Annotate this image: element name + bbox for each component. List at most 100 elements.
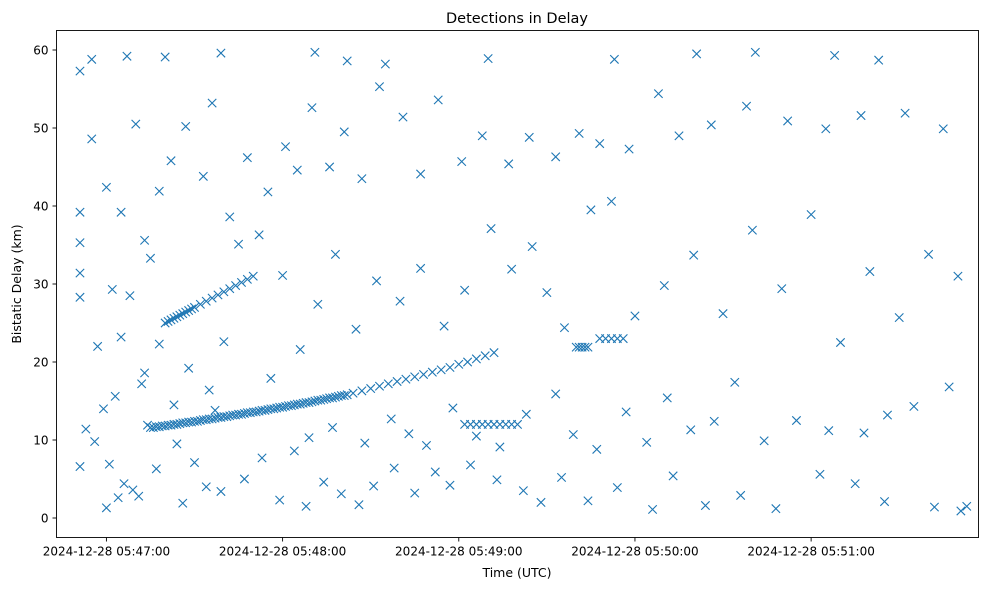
data-point	[342, 390, 352, 400]
data-point	[427, 367, 437, 377]
data-point	[830, 50, 840, 61]
data-point	[583, 496, 593, 506]
data-point	[518, 486, 528, 496]
data-point	[865, 266, 875, 277]
data-point	[653, 89, 664, 99]
data-point	[101, 503, 112, 513]
data-point	[137, 379, 147, 389]
y-tick-label: 50	[33, 122, 48, 136]
data-point	[201, 482, 211, 492]
data-point	[339, 390, 349, 401]
y-axis: 0 10 20 30 40 50 60	[33, 44, 57, 526]
data-point	[404, 429, 414, 439]
x-tick-label: 2024-12-28 05:49:00	[395, 545, 522, 559]
x-tick-label: 2024-12-28 05:51:00	[747, 545, 874, 559]
y-tick-label: 10	[33, 434, 48, 448]
data-point	[210, 405, 220, 415]
data-point	[216, 486, 226, 497]
data-point	[483, 53, 493, 64]
data-point	[116, 207, 126, 217]
data-point	[178, 309, 188, 319]
data-point	[172, 312, 182, 322]
data-point	[815, 469, 825, 479]
data-point	[181, 307, 191, 317]
data-point	[169, 313, 179, 323]
data-point	[75, 66, 85, 76]
data-point	[275, 495, 285, 505]
data-point	[718, 309, 728, 319]
data-point	[169, 400, 179, 410]
data-point	[495, 442, 505, 452]
data-point	[821, 124, 831, 134]
data-point	[398, 112, 408, 122]
data-point	[471, 354, 481, 364]
data-point	[192, 416, 203, 426]
data-point	[551, 389, 561, 399]
data-point	[477, 131, 487, 141]
data-point	[316, 395, 326, 405]
data-point	[462, 357, 473, 367]
data-point	[184, 363, 194, 373]
data-point	[236, 277, 247, 288]
data-point	[606, 196, 617, 206]
data-point	[116, 332, 126, 342]
data-point	[313, 299, 323, 309]
data-point	[750, 47, 760, 57]
y-tick-label: 60	[33, 44, 48, 58]
data-point	[75, 461, 85, 472]
data-point	[938, 124, 948, 134]
data-point	[142, 420, 153, 430]
data-point	[659, 280, 669, 291]
data-point	[239, 474, 250, 484]
data-point	[504, 159, 514, 169]
data-point	[524, 132, 534, 142]
data-point	[507, 264, 517, 274]
data-point	[410, 488, 420, 498]
data-point	[172, 419, 182, 429]
data-point	[962, 501, 972, 511]
data-point	[104, 459, 114, 469]
data-point	[266, 373, 276, 383]
data-point	[295, 399, 305, 409]
data-point	[454, 359, 464, 369]
data-point	[201, 296, 211, 306]
data-point	[395, 296, 405, 306]
data-point	[741, 101, 752, 111]
data-point	[621, 407, 631, 417]
data-point	[257, 453, 267, 463]
chart-title: Detections in Delay	[446, 11, 588, 27]
data-point	[301, 501, 311, 511]
data-point	[110, 391, 120, 401]
data-point	[304, 397, 314, 408]
data-point	[583, 342, 593, 352]
data-point	[154, 186, 164, 196]
data-point	[222, 412, 232, 422]
data-point	[783, 116, 793, 126]
data-point	[366, 383, 376, 394]
data-point	[145, 253, 156, 263]
data-point	[189, 302, 200, 312]
data-point	[489, 348, 499, 358]
data-point	[172, 439, 182, 449]
plot-area	[56, 30, 979, 538]
data-point	[909, 401, 919, 412]
data-point	[556, 472, 567, 483]
data-point	[292, 165, 302, 175]
data-point	[330, 249, 341, 259]
data-point	[730, 377, 740, 387]
data-point	[154, 339, 164, 349]
data-point	[630, 311, 640, 321]
data-point	[380, 59, 390, 69]
data-point	[668, 471, 678, 481]
data-point	[225, 284, 235, 294]
data-point	[642, 437, 652, 447]
x-tick-label: 2024-12-28 05:47:00	[43, 545, 170, 559]
data-point	[580, 342, 590, 352]
data-point	[791, 415, 802, 426]
data-point	[929, 502, 940, 512]
data-point	[101, 182, 112, 192]
data-point	[374, 381, 385, 391]
data-point	[527, 241, 537, 252]
data-point	[195, 299, 205, 309]
